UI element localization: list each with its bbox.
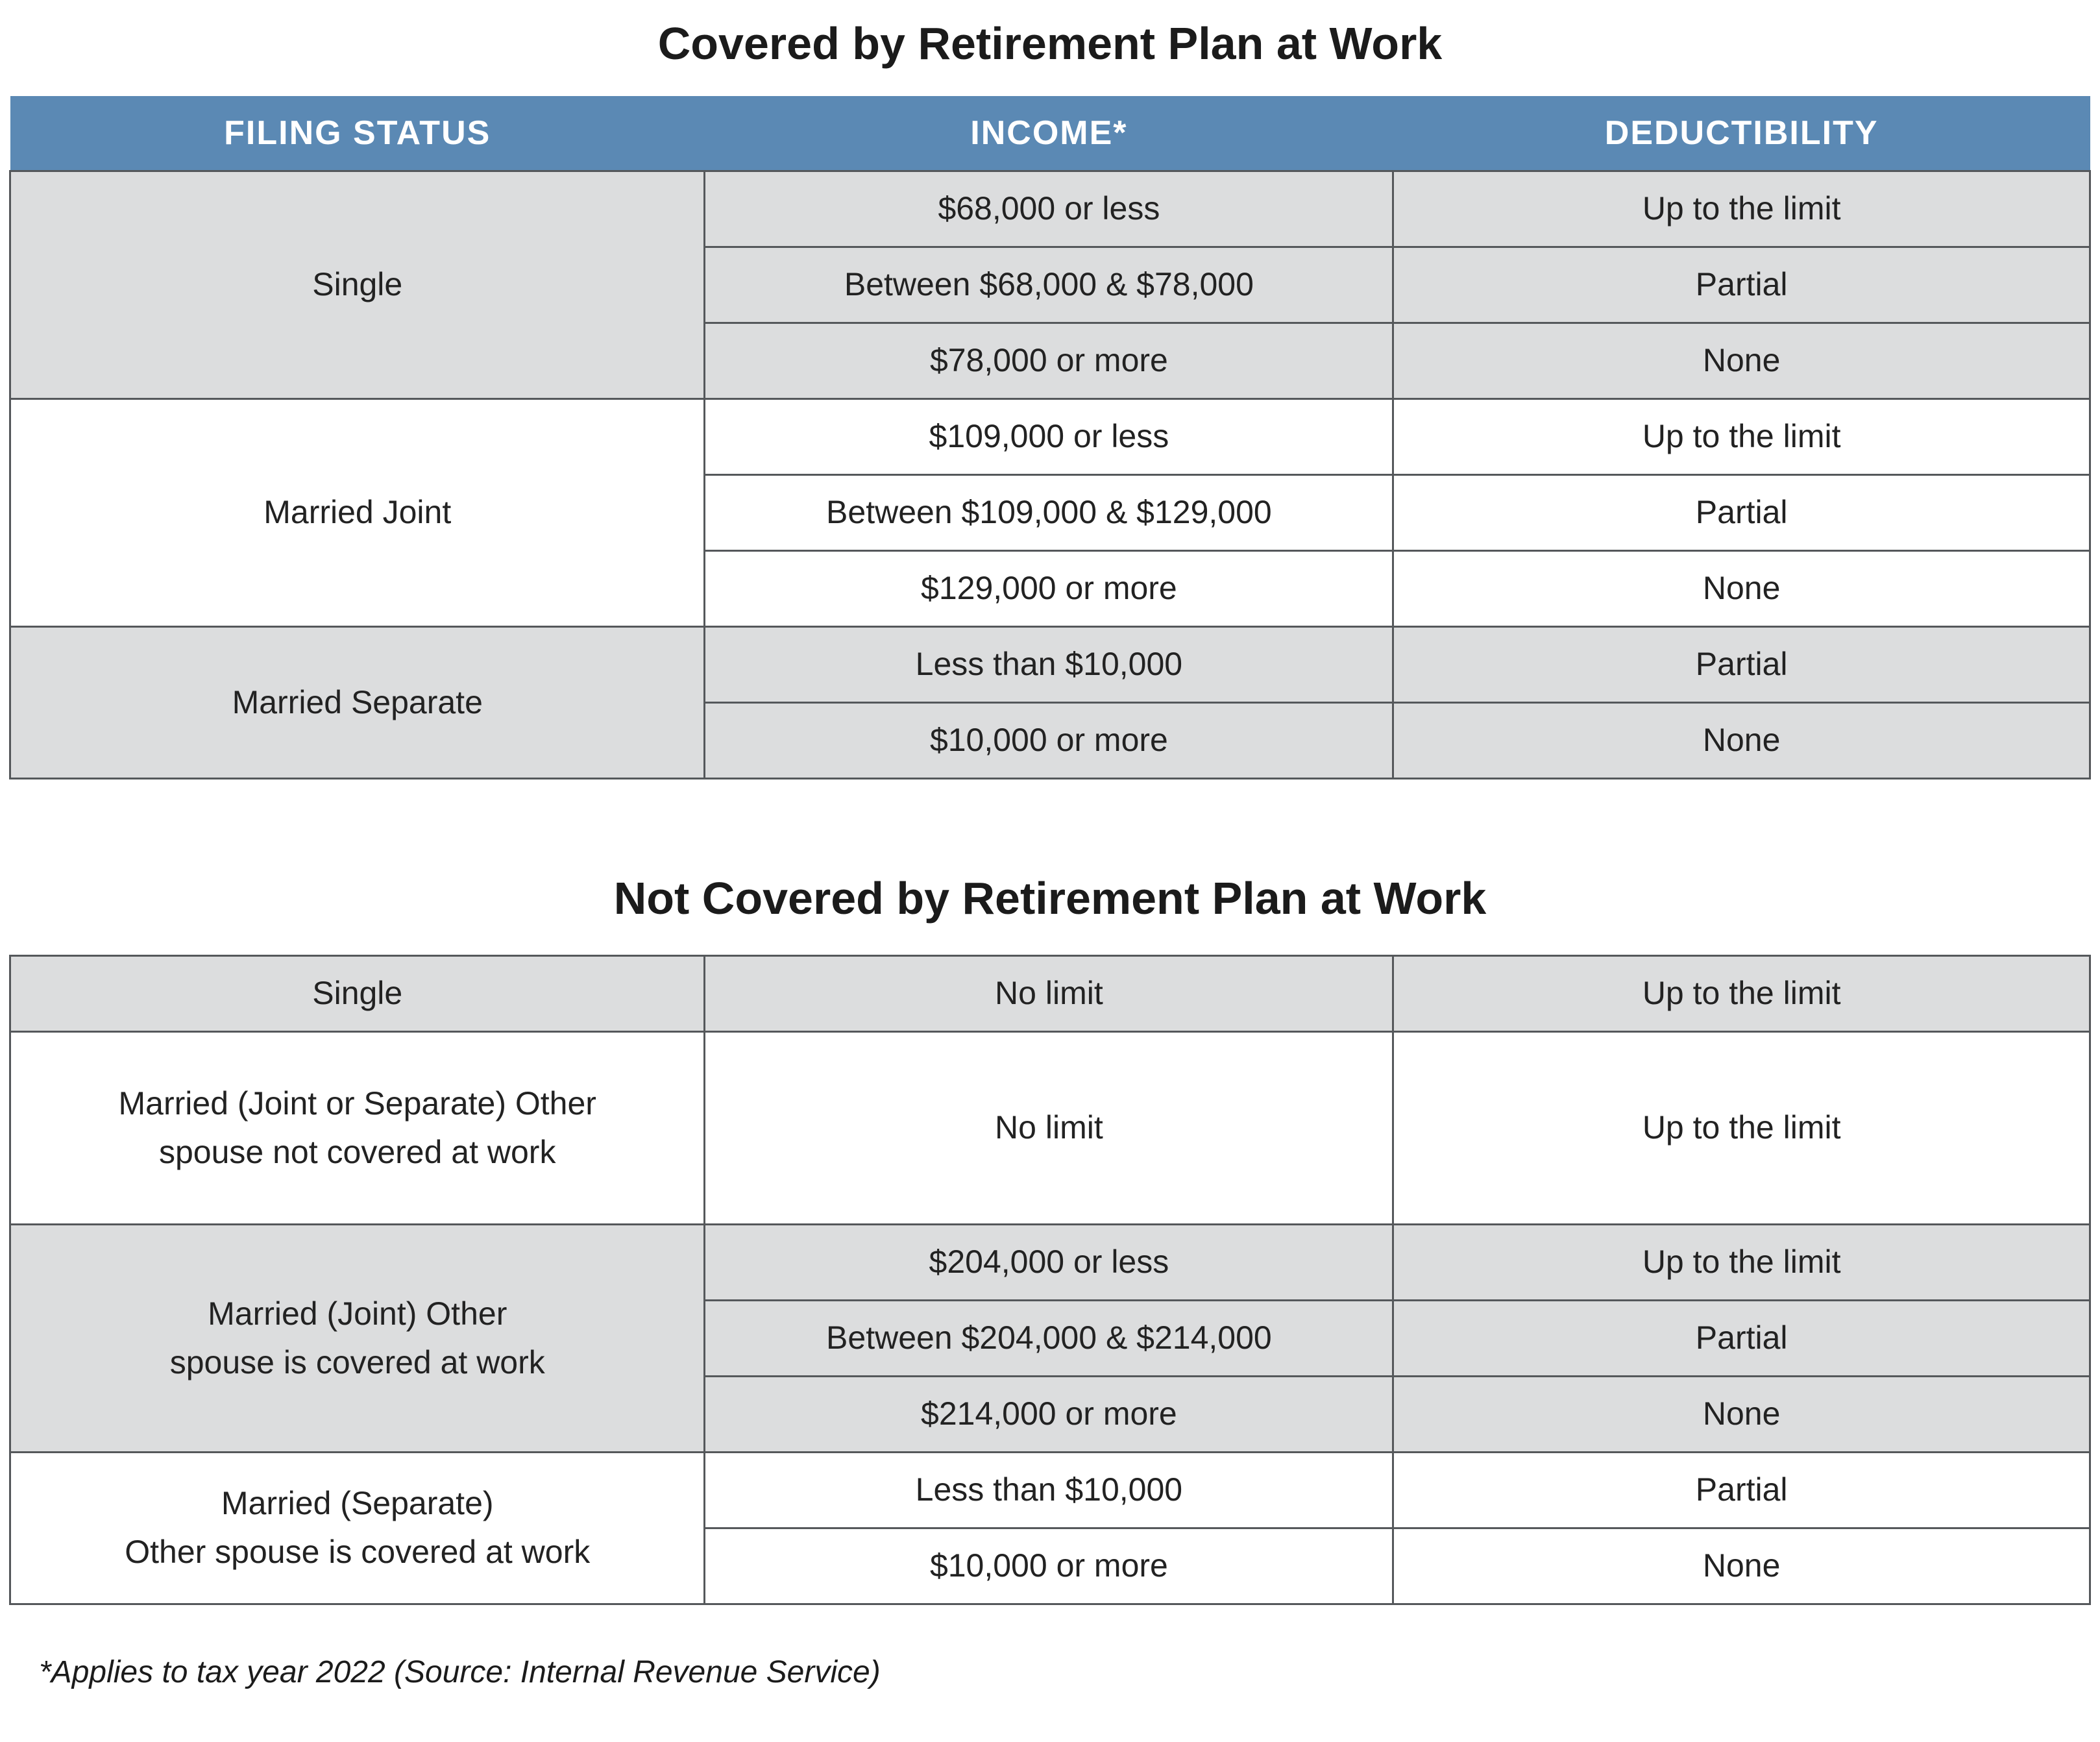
table-row: $10,000 or more None: [10, 701, 2091, 779]
page: Covered by Retirement Plan at Work FILIN…: [0, 16, 2100, 1690]
income-cell: No limit: [703, 1030, 1395, 1225]
filing-status-cell: Married Joint: [8, 397, 706, 628]
filing-status-header: FILING STATUS: [10, 96, 705, 171]
not-covered-table-body: Single No limit Up to the limit Married (Jo…: [8, 954, 2091, 1605]
income-cell: $68,000 or less: [703, 169, 1395, 248]
deductibility-cell: Up to the limit: [1392, 1223, 2091, 1301]
deductibility-cell: None: [1392, 549, 2091, 628]
not-covered-table: Single No limit Up to the limit Married (Jo…: [8, 954, 2091, 1605]
deductibility-cell: None: [1392, 1375, 2091, 1453]
deductibility-cell: None: [1392, 701, 2091, 779]
deductibility-cell: None: [1392, 1527, 2091, 1605]
income-cell: Between $109,000 & $129,000: [703, 473, 1395, 552]
deductibility-cell: Partial: [1392, 245, 2091, 324]
table-row: Married (Joint or Separate) Other spouse …: [8, 1030, 2091, 1225]
income-cell: No limit: [703, 954, 1395, 1033]
table-row: Married (Separate) Other spouse is covere…: [8, 1451, 2091, 1605]
income-cell: $78,000 or more: [703, 321, 1395, 400]
table-row: Married Joint $109,000 or less Up to the l…: [8, 397, 2091, 628]
filing-status-cell: Married (Joint or Separate) Other spouse …: [8, 1030, 706, 1225]
deductibility-cell: Partial: [1392, 1299, 2091, 1377]
covered-table-header: FILING STATUS INCOME* DEDUCTIBILITY: [10, 96, 2090, 171]
header-row: FILING STATUS INCOME* DEDUCTIBILITY: [10, 96, 2090, 171]
table-row: $214,000 or more None: [10, 1375, 2091, 1453]
table-row: Between $204,000 & $214,000 Partial: [10, 1299, 2091, 1377]
table-row: Single $68,000 or less Up to the limit: [8, 169, 2091, 400]
deductibility-cell: Partial: [1392, 473, 2091, 552]
covered-table-body: Single $68,000 or less Up to the limit Betw…: [8, 169, 2091, 779]
table-row: Between $109,000 & $129,000 Partial: [10, 473, 2091, 552]
deductibility-cell: Partial: [1392, 1451, 2091, 1529]
table-row: $10,000 or more None: [10, 1527, 2091, 1605]
filing-status-cell: Single: [8, 169, 706, 400]
deductibility-cell: Up to the limit: [1392, 954, 2091, 1033]
filing-status-cell: Married (Joint) Other spouse is covered a…: [8, 1223, 706, 1453]
table-row: Single No limit Up to the limit: [8, 954, 2091, 1033]
income-cell: Between $204,000 & $214,000: [703, 1299, 1395, 1377]
deductibility-cell: None: [1392, 321, 2091, 400]
deductibility-cell: Up to the limit: [1392, 397, 2091, 476]
income-cell: Less than $10,000: [703, 625, 1395, 704]
filing-status-cell: Single: [8, 954, 706, 1033]
filing-status-cell: Married (Separate) Other spouse is covere…: [8, 1451, 706, 1605]
table-row: $78,000 or more None: [10, 321, 2091, 400]
footnote: *Applies to tax year 2022 (Source: Inter…: [39, 1654, 881, 1689]
income-cell: $10,000 or more: [703, 1527, 1395, 1605]
income-header: INCOME*: [704, 96, 1393, 171]
income-cell: $109,000 or less: [703, 397, 1395, 476]
table-row: Married Separate Less than $10,000 Partial: [8, 625, 2091, 779]
table2-title: Not Covered by Retirement Plan at Work: [613, 872, 1487, 924]
deductibility-cell: Up to the limit: [1392, 169, 2091, 248]
income-cell: $129,000 or more: [703, 549, 1395, 628]
income-cell: $204,000 or less: [703, 1223, 1395, 1301]
deductibility-header: DEDUCTIBILITY: [1393, 96, 2090, 171]
table-row: $129,000 or more None: [10, 549, 2091, 628]
table1-title: Covered by Retirement Plan at Work: [657, 18, 1443, 69]
table-row: Between $68,000 & $78,000 Partial: [10, 245, 2091, 324]
income-cell: Less than $10,000: [703, 1451, 1395, 1529]
filing-status-cell: Married Separate: [8, 625, 706, 779]
income-cell: $10,000 or more: [703, 701, 1395, 779]
deductibility-cell: Partial: [1392, 625, 2091, 704]
deductibility-cell: Up to the limit: [1392, 1030, 2091, 1225]
income-cell: $214,000 or more: [703, 1375, 1395, 1453]
covered-table: FILING STATUS INCOME* DEDUCTIBILITY Sing…: [8, 96, 2091, 779]
table-row: Married (Joint) Other spouse is covered a…: [8, 1223, 2091, 1453]
income-cell: Between $68,000 & $78,000: [703, 245, 1395, 324]
